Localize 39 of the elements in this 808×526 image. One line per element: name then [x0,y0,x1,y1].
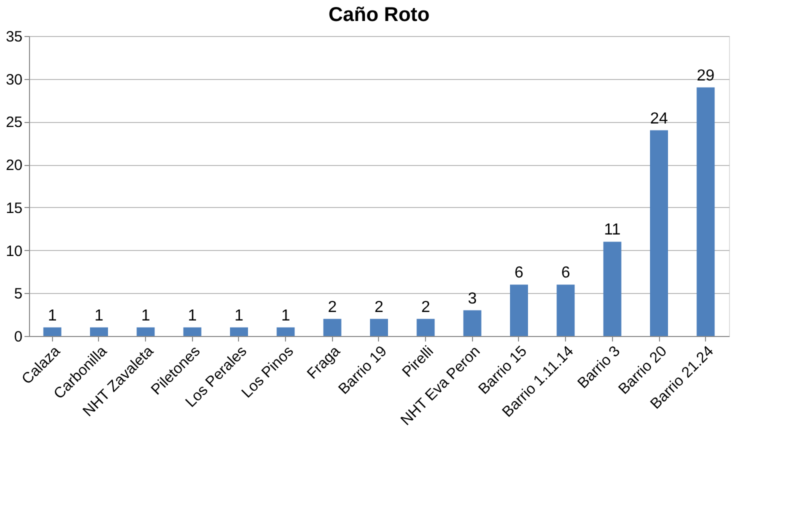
data-label: 1 [94,307,104,324]
y-tick-label: 35 [6,28,22,46]
bar [276,327,295,336]
y-tick-label: 30 [6,71,22,88]
bar [556,284,575,336]
bar [90,327,108,336]
y-tick-label: 5 [14,286,22,303]
bar [416,318,435,336]
data-label: 1 [141,307,150,324]
bar [463,310,482,336]
y-tick-label: 20 [6,157,22,174]
bar [183,327,202,336]
y-tick-label: 10 [6,242,22,260]
bar [136,327,155,336]
bar [370,318,388,336]
chart-title: Caño Roto [328,4,430,26]
bar [696,87,715,336]
y-tick-label: 25 [6,114,22,132]
bar [603,242,622,336]
data-label: 29 [696,67,715,84]
data-label: 24 [650,110,668,128]
bar [510,284,528,336]
data-label: 2 [328,298,337,316]
data-label: 1 [234,307,244,324]
data-label: 1 [188,307,197,324]
data-label: 2 [374,298,384,316]
bar [323,318,342,336]
bar [230,327,248,336]
data-label: 6 [514,264,524,282]
data-label: 1 [281,307,290,324]
y-tick-label: 0 [14,328,22,346]
bar [43,327,62,336]
data-label: 3 [468,290,477,308]
data-label: 6 [561,264,570,282]
y-tick-label: 15 [6,200,22,217]
data-label: 11 [604,222,621,239]
data-label: 1 [48,307,57,324]
data-label: 2 [421,298,430,316]
bar [650,130,668,336]
